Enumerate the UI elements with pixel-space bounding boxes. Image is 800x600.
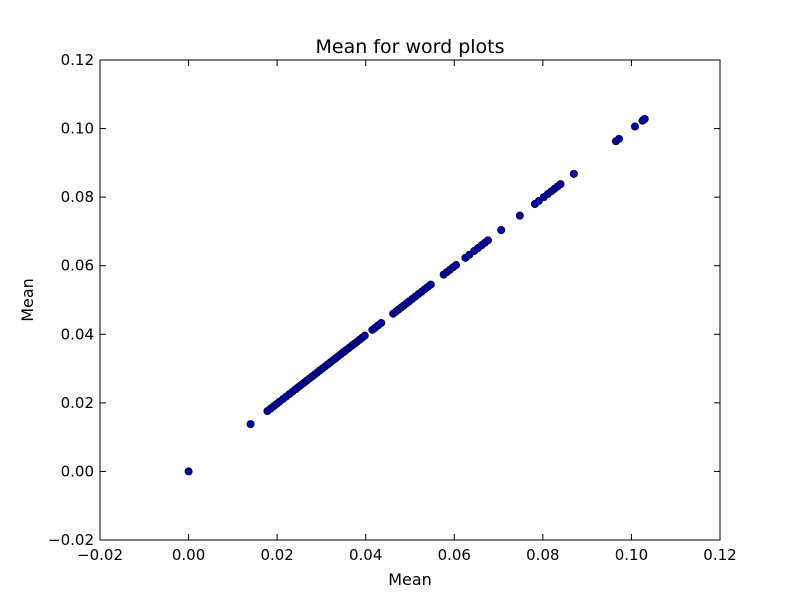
x-tick-label: 0.08 (526, 546, 559, 564)
y-tick-label: −0.02 (48, 531, 94, 549)
chart-title: Mean for word plots (315, 36, 504, 58)
y-tick-label: 0.06 (61, 257, 94, 275)
data-point (640, 114, 649, 123)
data-point (630, 122, 639, 131)
y-axis-label: Mean (18, 278, 37, 322)
data-point (483, 236, 492, 245)
y-tick-label: 0.04 (61, 325, 94, 343)
data-point (452, 261, 461, 270)
data-point (615, 134, 624, 143)
data-point (515, 211, 524, 220)
data-point (184, 467, 193, 476)
x-tick-label: 0.00 (172, 546, 205, 564)
data-point (497, 226, 506, 235)
data-point (246, 420, 255, 429)
data-point (360, 331, 369, 340)
y-tick-label: 0.10 (61, 120, 94, 138)
y-tick-label: 0.00 (61, 462, 94, 480)
plot-frame (99, 59, 721, 541)
y-tick-label: 0.12 (61, 51, 94, 69)
x-tick-label: 0.10 (615, 546, 648, 564)
data-points (184, 114, 649, 476)
x-tick-label: 0.04 (349, 546, 382, 564)
data-point (377, 318, 386, 327)
axis-ticks: −0.02 0.00 0.02 0.04 0.06 0.08 0.10 0.12 −0.02 0.… (48, 51, 737, 564)
data-point (556, 180, 565, 189)
data-point (426, 280, 435, 289)
y-tick-label: 0.02 (61, 394, 94, 412)
x-tick-label: 0.12 (703, 546, 736, 564)
x-tick-label: 0.02 (260, 546, 293, 564)
x-tick-label: 0.06 (438, 546, 471, 564)
y-tick-label: 0.08 (61, 188, 94, 206)
x-axis-label: Mean (388, 570, 432, 589)
data-point (569, 169, 578, 178)
x-tick-label: −0.02 (77, 546, 123, 564)
